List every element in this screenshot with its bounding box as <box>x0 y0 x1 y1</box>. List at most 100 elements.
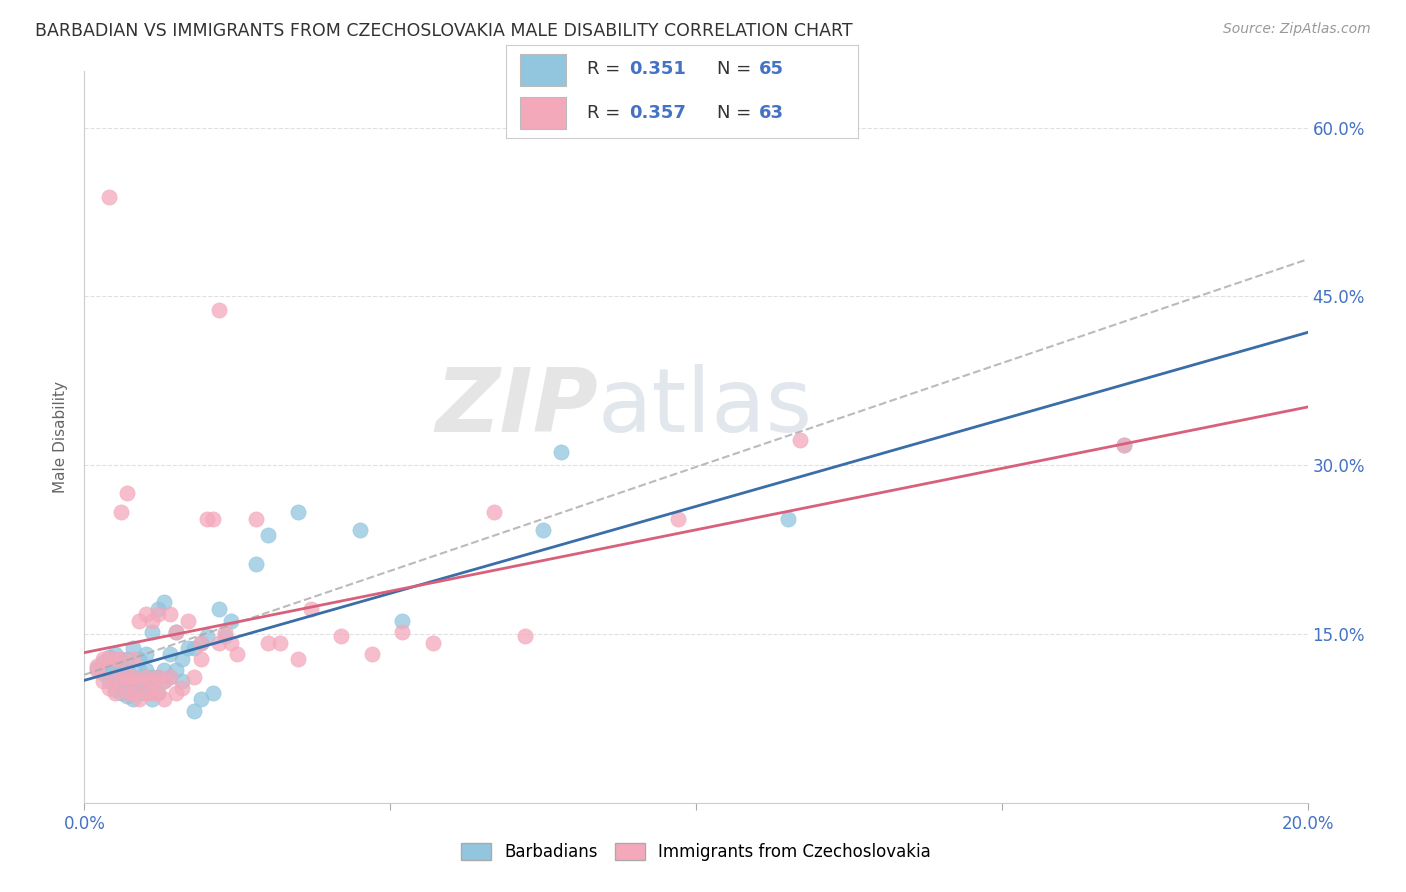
Point <box>122 685 145 699</box>
Point <box>86 658 108 673</box>
Point <box>482 506 505 520</box>
Point <box>110 674 132 689</box>
Point <box>115 685 138 699</box>
Point <box>110 674 132 689</box>
Point <box>219 636 242 650</box>
Point <box>141 692 163 706</box>
Point <box>115 689 138 703</box>
Point <box>91 666 114 681</box>
Point <box>226 647 249 661</box>
Point <box>513 629 536 643</box>
Point <box>135 674 157 689</box>
Point <box>122 692 145 706</box>
Point <box>165 663 187 677</box>
Point <box>183 640 205 655</box>
Point <box>183 670 205 684</box>
Point <box>135 607 157 621</box>
Point <box>172 652 194 666</box>
Point <box>110 652 132 666</box>
Point <box>141 670 163 684</box>
Point <box>135 670 157 684</box>
Point <box>110 685 132 699</box>
Point <box>146 685 169 699</box>
Point <box>287 652 309 666</box>
Point <box>208 302 231 317</box>
Text: N =: N = <box>717 103 756 121</box>
FancyBboxPatch shape <box>520 54 565 86</box>
Text: BARBADIAN VS IMMIGRANTS FROM CZECHOSLOVAKIA MALE DISABILITY CORRELATION CHART: BARBADIAN VS IMMIGRANTS FROM CZECHOSLOVA… <box>35 22 853 40</box>
Text: 65: 65 <box>759 61 785 78</box>
Point <box>141 681 163 695</box>
Point <box>269 636 291 650</box>
Point <box>789 434 811 448</box>
Point <box>97 649 120 664</box>
Point <box>141 674 163 689</box>
Point <box>122 640 145 655</box>
Point <box>146 670 169 684</box>
FancyBboxPatch shape <box>520 97 565 129</box>
Point <box>104 683 127 698</box>
Point <box>195 629 218 643</box>
Point <box>91 652 114 666</box>
Point <box>104 658 127 673</box>
Text: atlas: atlas <box>598 364 813 451</box>
Point <box>97 661 120 675</box>
Point <box>128 663 150 677</box>
Point <box>183 704 205 718</box>
Point <box>97 190 120 204</box>
Point <box>422 636 444 650</box>
Text: ZIP: ZIP <box>436 364 598 451</box>
Point <box>195 512 218 526</box>
Point <box>146 670 169 684</box>
Point <box>104 652 127 666</box>
Point <box>391 614 413 628</box>
Point <box>91 674 114 689</box>
Point <box>391 624 413 639</box>
Point <box>128 692 150 706</box>
Point <box>110 506 132 520</box>
Point <box>165 624 187 639</box>
Point <box>122 670 145 684</box>
Point <box>330 629 353 643</box>
Point <box>128 685 150 699</box>
Point <box>360 647 382 661</box>
Point <box>91 655 114 669</box>
Text: R =: R = <box>588 61 626 78</box>
Point <box>97 681 120 695</box>
Point <box>115 674 138 689</box>
Point <box>159 647 181 661</box>
Point <box>172 681 194 695</box>
Y-axis label: Male Disability: Male Disability <box>53 381 69 493</box>
Point <box>141 624 163 639</box>
Point <box>146 685 169 699</box>
Point <box>172 674 194 689</box>
Point <box>128 652 150 666</box>
Point <box>122 652 145 666</box>
Point <box>153 674 176 689</box>
Point <box>153 595 176 609</box>
Point <box>153 663 176 677</box>
Point <box>115 652 138 666</box>
Point <box>201 512 224 526</box>
Point <box>550 444 572 458</box>
Point <box>666 512 689 526</box>
Point <box>190 636 212 650</box>
Point <box>165 624 187 639</box>
Point <box>122 681 145 695</box>
Point <box>153 692 176 706</box>
Point <box>257 636 280 650</box>
Point <box>97 674 120 689</box>
Point <box>135 647 157 661</box>
Point <box>135 685 157 699</box>
Point <box>165 685 187 699</box>
Point <box>208 636 231 650</box>
Point <box>110 663 132 677</box>
Point <box>245 558 267 572</box>
Point <box>299 602 322 616</box>
Point <box>86 661 108 675</box>
Point <box>159 670 181 684</box>
Point <box>177 640 200 655</box>
Point <box>245 512 267 526</box>
Point <box>219 614 242 628</box>
Point <box>104 647 127 661</box>
